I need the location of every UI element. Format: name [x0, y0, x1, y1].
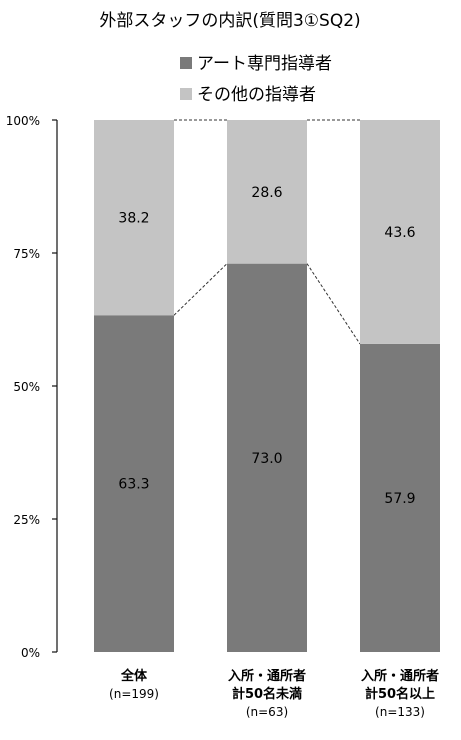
connector-lines	[173, 119, 361, 345]
x-category-label: (n=63)	[246, 705, 288, 719]
chart-title: 外部スタッフの内訳(質問3①SQ2)	[99, 11, 360, 31]
x-category-label: 入所・通所者	[361, 668, 439, 684]
bar-art-specialist	[94, 315, 174, 652]
x-axis-labels: 全体(n=199)入所・通所者計50名未満(n=63)入所・通所者計50名以上(…	[109, 668, 439, 719]
connector-boundary	[306, 263, 361, 345]
bar-other-instructor	[227, 120, 307, 264]
y-tick-label: 25%	[13, 513, 40, 527]
x-category-label: 入所・通所者	[228, 668, 306, 684]
x-category-label: 計50名未満	[232, 686, 302, 702]
legend-swatch-other	[180, 88, 192, 100]
connector-boundary	[173, 263, 228, 316]
x-category-label: (n=133)	[375, 705, 425, 719]
y-tick-label: 50%	[13, 380, 40, 394]
value-labels: 63.3 38.2 73.0 28.6 57.9 43.6	[118, 185, 415, 507]
bars	[94, 120, 440, 652]
value-label-art: 73.0	[251, 451, 282, 467]
value-label-art: 57.9	[384, 491, 415, 507]
x-category-label: 計50名以上	[365, 686, 435, 702]
y-tick-label: 75%	[13, 247, 40, 261]
bar-art-specialist	[227, 263, 307, 652]
legend-item-art: アート専門指導者	[180, 54, 332, 74]
y-tick-label: 0%	[21, 646, 40, 660]
legend-label-other: その他の指導者	[197, 85, 316, 105]
legend-item-other: その他の指導者	[180, 85, 316, 105]
x-category-label: (n=199)	[109, 687, 159, 701]
legend: アート専門指導者 その他の指導者	[180, 54, 332, 105]
bar-other-instructor	[94, 120, 174, 316]
y-tick-label: 100%	[6, 114, 40, 128]
value-label-other: 43.6	[384, 225, 415, 241]
legend-swatch-art	[180, 57, 192, 69]
bar-other-instructor	[360, 120, 440, 344]
bar-art-specialist	[360, 343, 440, 652]
legend-label-art: アート専門指導者	[197, 54, 332, 74]
value-label-other: 38.2	[118, 211, 149, 227]
x-category-label: 全体	[120, 668, 148, 684]
value-label-art: 63.3	[118, 477, 149, 493]
y-axis: 0% 25% 50% 75% 100%	[6, 114, 58, 660]
value-label-other: 28.6	[251, 185, 282, 201]
